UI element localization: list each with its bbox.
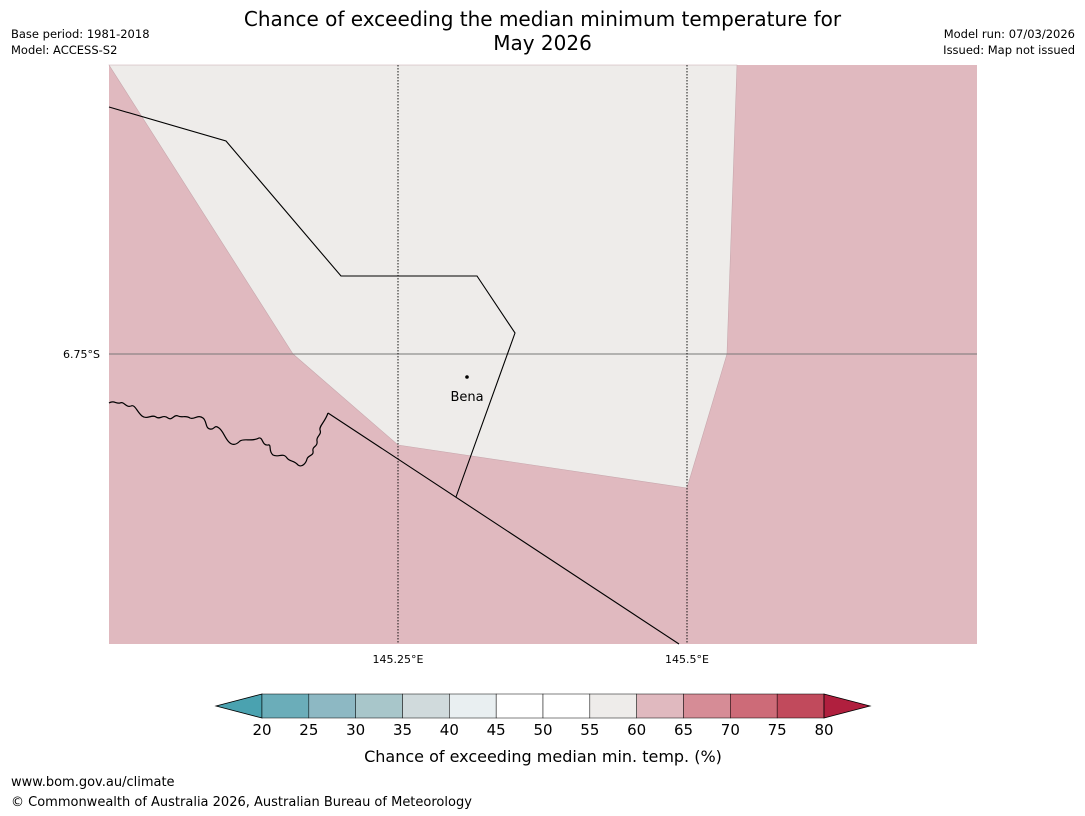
legend-tick-label: 40 <box>440 721 459 739</box>
title-line-1: Chance of exceeding the median minimum t… <box>243 7 842 31</box>
legend-cell <box>636 693 684 719</box>
footer-copyright: © Commonwealth of Australia 2026, Austra… <box>11 795 472 810</box>
legend-tick-label: 70 <box>721 721 740 739</box>
legend-cell <box>449 693 497 719</box>
legend-tick-label: 75 <box>768 721 787 739</box>
header-left-meta: Base period: 1981-2018 Model: ACCESS-S2 <box>11 26 150 58</box>
legend-tick-label: 50 <box>533 721 552 739</box>
legend-cell <box>589 693 637 719</box>
latitude-label: 6.75°S <box>63 348 100 361</box>
river-line <box>108 401 329 467</box>
longitude-label-2: 145.5°E <box>665 653 709 666</box>
legend-tick-label: 20 <box>252 721 271 739</box>
header-right-meta: Model run: 07/03/2026 Issued: Map not is… <box>943 26 1075 58</box>
legend-tick-label: 60 <box>627 721 646 739</box>
legend-cells <box>261 693 825 719</box>
legend-tick-label: 35 <box>393 721 412 739</box>
legend-cell <box>308 693 356 719</box>
base-period-label: Base period: 1981-2018 <box>11 27 150 41</box>
legend-cell <box>730 693 778 719</box>
legend-cell <box>542 693 591 719</box>
chart-title: Chance of exceeding the median minimum t… <box>0 7 1085 55</box>
legend-cell <box>402 693 450 719</box>
legend-cell <box>683 693 731 719</box>
issued-label: Issued: Map not issued <box>943 43 1075 57</box>
town-marker <box>465 375 469 379</box>
legend-over-arrow <box>823 693 872 719</box>
legend-cell <box>495 693 544 719</box>
map-panel: Bena <box>108 64 977 645</box>
legend-tick-label: 30 <box>346 721 365 739</box>
legend-tick-labels: 20 25 30 35 40 45 50 55 60 65 70 75 80 <box>252 721 833 739</box>
legend-tick-label: 45 <box>487 721 506 739</box>
footer-url[interactable]: www.bom.gov.au/climate <box>11 775 175 790</box>
legend-cell <box>355 693 403 719</box>
legend-under-arrow <box>214 693 263 719</box>
town-label: Bena <box>450 390 483 405</box>
title-line-2: May 2026 <box>493 31 592 55</box>
boundary-line-north <box>108 106 516 498</box>
legend-cell <box>776 693 825 719</box>
boundary-line-south <box>327 412 680 645</box>
longitude-label-1: 145.25°E <box>373 653 424 666</box>
model-label: Model: ACCESS-S2 <box>11 43 118 57</box>
legend-cell <box>261 693 310 719</box>
legend-title: Chance of exceeding median min. temp. (%… <box>364 747 722 766</box>
model-run-label: Model run: 07/03/2026 <box>943 27 1075 41</box>
legend-colorbar: 20 25 30 35 40 45 50 55 60 65 70 75 80 Chance of exc… <box>214 693 872 766</box>
legend-tick-label: 65 <box>674 721 693 739</box>
legend-tick-label: 25 <box>299 721 318 739</box>
legend-tick-label: 80 <box>814 721 833 739</box>
legend-tick-label: 55 <box>580 721 599 739</box>
